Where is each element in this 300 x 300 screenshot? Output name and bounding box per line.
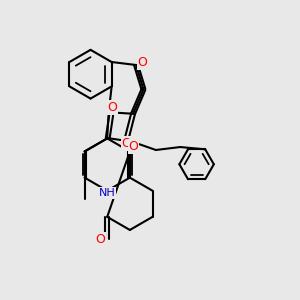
- Text: O: O: [107, 101, 117, 114]
- Text: O: O: [96, 233, 106, 246]
- Text: O: O: [129, 140, 139, 153]
- Text: O: O: [122, 137, 131, 150]
- Text: NH: NH: [99, 188, 116, 198]
- Text: O: O: [138, 56, 148, 69]
